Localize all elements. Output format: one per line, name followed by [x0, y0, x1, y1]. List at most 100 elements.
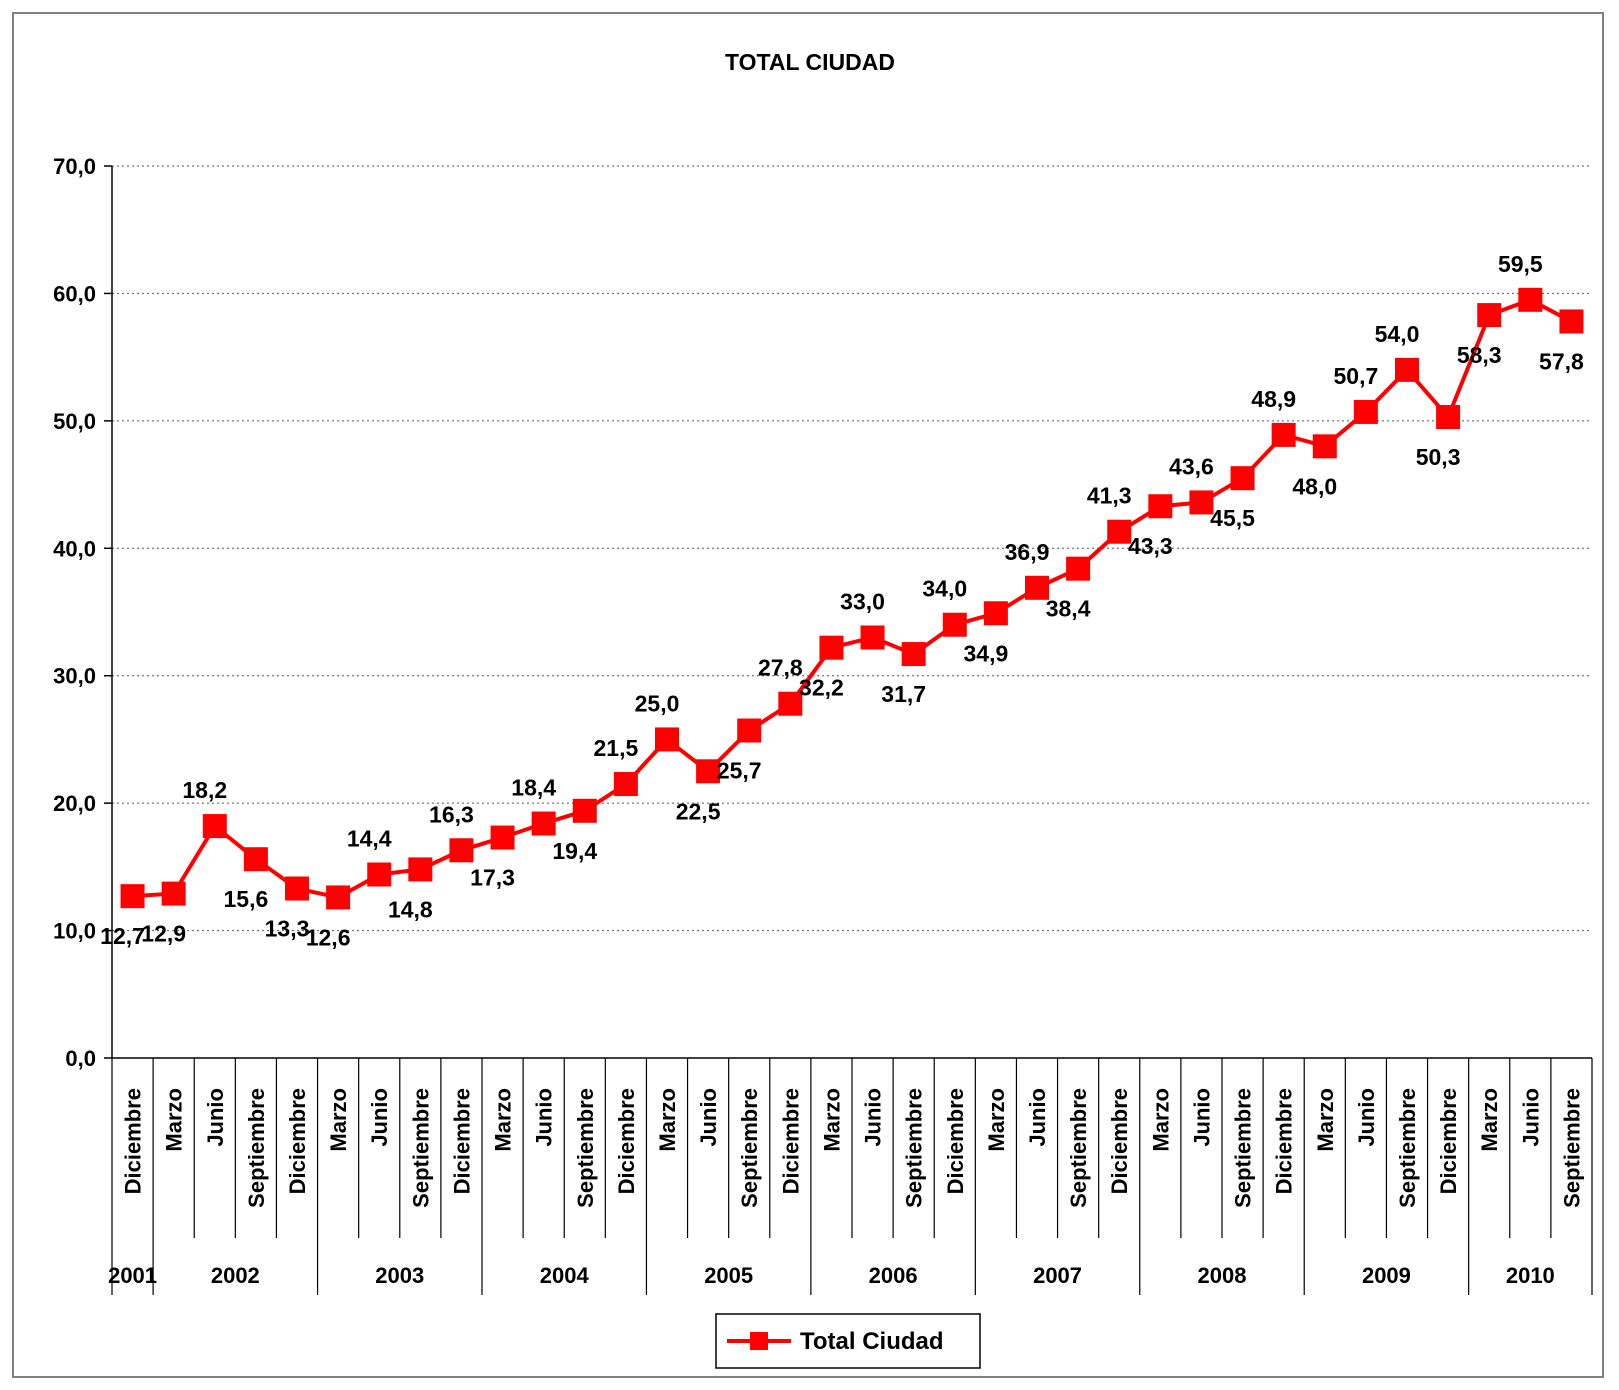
- x-tick-label: Diciembre: [449, 1088, 474, 1194]
- x-tick-label: Septiembre: [573, 1088, 598, 1208]
- series-total-ciudad: [120, 287, 1584, 910]
- x-tick-label: Junio: [861, 1088, 886, 1147]
- data-point: [778, 691, 803, 716]
- x-tick-label: Septiembre: [408, 1088, 433, 1208]
- data-point: [285, 876, 309, 901]
- year-labels: 2001 2002 2003 2004 2005 2006 2007 2008 2009 2010: [108, 1263, 1555, 1288]
- data-label: 22,5: [676, 798, 721, 824]
- data-label: 45,5: [1210, 505, 1255, 531]
- data-point: [161, 881, 186, 906]
- x-tick-label: Septiembre: [1066, 1088, 1091, 1208]
- data-point: [202, 814, 227, 839]
- x-tick-label: Junio: [367, 1088, 392, 1147]
- year-label: 2001: [108, 1263, 157, 1288]
- data-label: 31,7: [881, 681, 926, 707]
- x-tick-label: Diciembre: [121, 1088, 146, 1194]
- data-label: 58,3: [1457, 342, 1502, 368]
- x-tick-label: Marzo: [491, 1088, 516, 1152]
- y-tick-label: 20,0: [53, 791, 96, 816]
- data-label: 50,3: [1416, 444, 1461, 470]
- data-point: [737, 718, 762, 743]
- data-label: 12,9: [141, 921, 186, 947]
- year-label: 2008: [1198, 1263, 1247, 1288]
- data-label: 41,3: [1087, 483, 1132, 509]
- data-label: 25,0: [635, 690, 680, 716]
- data-label: 38,4: [1046, 596, 1091, 622]
- x-tick-label: Marzo: [1477, 1088, 1502, 1152]
- data-label: 13,3: [265, 916, 310, 942]
- data-label: 16,3: [429, 801, 474, 827]
- x-tick-label: Diciembre: [1107, 1088, 1132, 1194]
- x-tick-label: Diciembre: [614, 1088, 639, 1194]
- x-tick-label: Marzo: [655, 1088, 680, 1152]
- data-label: 43,6: [1169, 453, 1214, 479]
- year-label: 2005: [704, 1263, 753, 1288]
- data-label: 48,0: [1292, 473, 1337, 499]
- data-point: [860, 625, 885, 650]
- data-label: 17,3: [470, 865, 515, 891]
- data-point: [942, 612, 967, 637]
- data-point: [243, 847, 268, 872]
- x-tick-label: Marzo: [1313, 1088, 1338, 1152]
- data-point: [1353, 399, 1378, 424]
- year-label: 2002: [211, 1263, 260, 1288]
- data-label: 59,5: [1498, 251, 1543, 277]
- x-tick-label: Diciembre: [285, 1088, 310, 1194]
- data-label: 33,0: [840, 588, 885, 614]
- x-tick-label: Marzo: [984, 1088, 1009, 1152]
- data-label: 43,3: [1128, 533, 1173, 559]
- data-label: 14,8: [388, 896, 433, 922]
- data-label: 36,9: [1005, 539, 1050, 565]
- data-label: 18,4: [511, 775, 556, 801]
- axes: [104, 165, 1593, 1295]
- data-point: [1477, 303, 1502, 328]
- data-point: [326, 885, 351, 910]
- year-label: 2009: [1362, 1263, 1411, 1288]
- x-tick-label: Septiembre: [1231, 1088, 1256, 1208]
- data-point: [696, 759, 721, 784]
- data-point: [1436, 405, 1461, 430]
- data-label: 34,9: [964, 640, 1009, 666]
- data-label: 57,8: [1539, 348, 1584, 374]
- x-tick-label: Septiembre: [1559, 1088, 1584, 1208]
- data-label: 27,8: [758, 655, 803, 681]
- x-tick-label: Junio: [203, 1088, 228, 1147]
- data-point: [531, 811, 556, 836]
- data-point: [408, 857, 433, 882]
- data-labels: 12,712,9 18,2 15,6 13,312,6 14,4 14,8 16,3 17,3…: [100, 251, 1584, 951]
- x-tick-label: Diciembre: [778, 1088, 803, 1194]
- x-tick-labels: Diciembre Marzo Junio Septiembre Diciembre Ma…: [121, 1088, 1585, 1208]
- x-tick-label: Septiembre: [244, 1088, 269, 1208]
- chart-frame: [12, 12, 1604, 1378]
- data-point: [490, 825, 515, 850]
- data-point: [1230, 466, 1255, 491]
- gridlines: [112, 165, 1592, 932]
- x-tick-label: Septiembre: [737, 1088, 762, 1208]
- data-label: 50,7: [1334, 363, 1379, 389]
- x-tick-label: Junio: [696, 1088, 721, 1147]
- x-tick-label: Septiembre: [1395, 1088, 1420, 1208]
- data-point: [1189, 490, 1214, 515]
- data-point: [901, 642, 926, 667]
- x-tick-label: Diciembre: [1272, 1088, 1297, 1194]
- x-tick-label: Junio: [1025, 1088, 1050, 1147]
- data-label: 12,7: [100, 923, 145, 949]
- data-point: [1066, 556, 1091, 581]
- x-tick-label: Marzo: [1148, 1088, 1173, 1152]
- data-label: 32,2: [799, 675, 844, 701]
- x-tick-label: Junio: [1518, 1088, 1543, 1147]
- year-label: 2003: [375, 1263, 424, 1288]
- x-tick-label: Junio: [1189, 1088, 1214, 1147]
- x-tick-label: Junio: [1354, 1088, 1379, 1147]
- legend-entry-total-ciudad: Total Ciudad: [800, 1328, 944, 1355]
- data-label: 21,5: [594, 735, 639, 761]
- chart-title: TOTAL CIUDAD: [725, 49, 895, 75]
- data-point: [449, 838, 474, 863]
- y-tick-label: 50,0: [53, 409, 96, 434]
- year-label: 2004: [540, 1263, 590, 1288]
- data-label: 18,2: [182, 777, 227, 803]
- year-label: 2010: [1506, 1263, 1555, 1288]
- data-point: [1025, 575, 1049, 600]
- data-point: [120, 884, 145, 909]
